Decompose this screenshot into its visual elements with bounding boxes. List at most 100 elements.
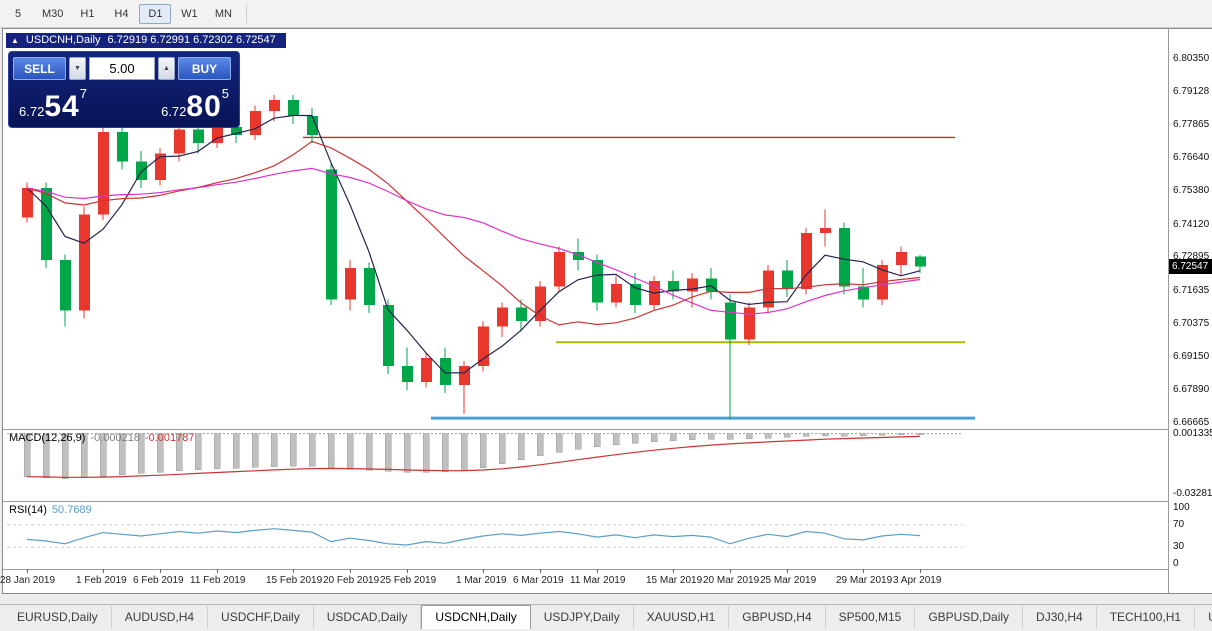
date-tick [730, 569, 731, 573]
rsi-indicator-pane[interactable] [3, 501, 1168, 569]
date-label: 6 Mar 2019 [513, 575, 564, 586]
volume-decrease-button[interactable]: ▼ [69, 57, 86, 80]
candles [22, 94, 926, 420]
price-axis-tick: 6.80350 [1173, 53, 1210, 64]
timeframe-toolbar: 5 M30 H1 H4 D1 W1 MN [0, 0, 1212, 28]
price-axis-tick: 6.70375 [1173, 318, 1210, 330]
date-label: 6 Feb 2019 [133, 575, 184, 586]
price-axis-tick: 6.72895 [1173, 251, 1210, 263]
pane-separator[interactable] [3, 501, 1211, 502]
buy-button[interactable]: BUY [178, 57, 231, 80]
chart-title-bar: ▲ USDCNH,Daily 6.72919 6.72991 6.72302 6… [6, 33, 286, 48]
volume-input[interactable] [89, 57, 155, 80]
timeframe-button-d1[interactable]: D1 [139, 3, 172, 24]
date-tick [293, 569, 294, 573]
pane-separator [3, 569, 1211, 570]
chart-tab-usdchf-daily[interactable]: USDCHF,Daily [208, 606, 314, 629]
timeframe-button-w1[interactable]: W1 [181, 7, 198, 20]
price-axis-tick: 6.75380 [1173, 185, 1210, 197]
chart-tab-usdcad-daily[interactable]: USDCAD,Daily [314, 606, 422, 629]
timeframe-button-m30[interactable]: M30 [42, 7, 64, 20]
date-tick [350, 569, 351, 573]
date-tick [217, 569, 218, 573]
chart-symbol-label: USDCNH,Daily [25, 34, 101, 46]
macd-label: MACD(12,26,9) -0.000218 -0.001787 [9, 432, 195, 444]
chart-tab-sp500-m15[interactable]: SP500,M15 [826, 606, 916, 629]
date-tick [920, 569, 921, 573]
date-tick [863, 569, 864, 573]
timeframe-button-h1[interactable]: H1 [80, 7, 95, 20]
date-label: 1 Feb 2019 [76, 575, 127, 586]
chart-tab-gbpusd-daily[interactable]: GBPUSD,Daily [915, 606, 1024, 629]
date-label: 3 Apr 2019 [893, 575, 942, 586]
timeframe-button-5[interactable]: 5 [14, 7, 22, 20]
chart-tab-eurusd-daily[interactable]: EURUSD,Daily [4, 606, 112, 629]
macd-main-value: -0.000218 [90, 432, 140, 444]
toolbar-separator [246, 4, 248, 23]
price-axis[interactable]: 6.72547 6.80350 6.79128 6.77865 6.76640 6.75… [1168, 29, 1212, 593]
date-label: 11 Feb 2019 [190, 575, 246, 586]
price-axis-tick: 6.69150 [1173, 350, 1210, 362]
one-click-trading-panel: SELL ▼ ▲ BUY 6.72547 6.72805 [8, 51, 240, 128]
chart-window[interactable]: ▲ USDCNH,Daily 6.72919 6.72991 6.72302 6… [0, 28, 1212, 594]
macd-axis-tick: -0.032812 [1173, 488, 1212, 499]
chart-tab-gbpusd-h4[interactable]: GBPUSD,H4 [729, 606, 826, 629]
macd-signal-line [26, 435, 921, 478]
macd-histogram [23, 433, 924, 479]
buy-price: 6.72805 [161, 86, 229, 123]
date-label: 29 Mar 2019 [836, 575, 893, 586]
date-label: 1 Mar 2019 [456, 575, 507, 586]
rsi-axis-tick: 70 [1173, 518, 1185, 530]
date-tick [407, 569, 408, 573]
date-tick [160, 569, 161, 573]
date-label: 15 Mar 2019 [646, 575, 703, 586]
chart-tab-dj30-h4[interactable]: DJ30,H4 [1023, 606, 1097, 629]
chart-tab-ukc[interactable]: UKC [1195, 606, 1212, 629]
main-price-chart[interactable] [3, 29, 1168, 429]
rsi-line [26, 528, 921, 546]
chart-tab-bar: EURUSD,Daily AUDUSD,H4 USDCHF,Daily USDCAD,… [0, 604, 1212, 631]
sell-button[interactable]: SELL [13, 57, 66, 80]
current-price-tag: 6.72547 [1169, 258, 1212, 274]
date-label: 28 Jan 2019 [0, 575, 56, 586]
rsi-axis-tick: 100 [1173, 502, 1190, 513]
date-tick [787, 569, 788, 573]
price-axis-tick: 6.76640 [1173, 151, 1210, 163]
chart-tab-usdjpy-daily[interactable]: USDJPY,Daily [531, 606, 634, 629]
rsi-axis-tick: 30 [1173, 541, 1185, 553]
price-axis-tick: 6.74120 [1173, 218, 1210, 230]
price-axis-tick: 6.67890 [1173, 384, 1210, 396]
rsi-axis-tick: 0 [1173, 558, 1179, 569]
date-tick [27, 569, 28, 573]
price-axis-tick: 6.66665 [1173, 417, 1210, 428]
price-axis-tick: 6.77865 [1173, 119, 1210, 131]
date-tick [103, 569, 104, 573]
date-tick [673, 569, 674, 573]
moving-average-line [26, 140, 921, 326]
timeframe-button-h4[interactable]: H4 [114, 7, 129, 20]
macd-indicator-pane[interactable] [3, 429, 1168, 501]
date-tick [597, 569, 598, 573]
pane-separator[interactable] [3, 429, 1211, 430]
chart-tab-audusd-h4[interactable]: AUDUSD,H4 [112, 606, 209, 629]
timeframe-button-mn[interactable]: MN [214, 7, 232, 20]
chart-ohlc-values: 6.72919 6.72991 6.72302 6.72547 [107, 34, 276, 46]
collapse-icon[interactable]: ▲ [11, 35, 19, 45]
volume-increase-button[interactable]: ▲ [158, 57, 175, 80]
macd-axis-tick: 0.001335 [1173, 428, 1212, 439]
price-axis-tick: 6.71635 [1173, 284, 1210, 296]
chart-tab-tech100-h1[interactable]: TECH100,H1 [1097, 606, 1196, 629]
date-tick [483, 569, 484, 573]
moving-average-line [26, 167, 921, 315]
date-tick [540, 569, 541, 573]
price-axis-tick: 6.79128 [1173, 85, 1210, 97]
date-label: 15 Feb 2019 [266, 575, 323, 586]
moving-average-line [26, 114, 921, 374]
rsi-value: 50.7689 [51, 504, 92, 516]
date-label: 25 Feb 2019 [380, 575, 437, 586]
date-label: 20 Feb 2019 [323, 575, 380, 586]
date-label: 20 Mar 2019 [703, 575, 760, 586]
macd-signal-value: -0.001787 [144, 432, 195, 444]
chart-tab-usdcnh-daily[interactable]: USDCNH,Daily [421, 605, 531, 629]
chart-tab-xauusd-h1[interactable]: XAUUSD,H1 [634, 606, 730, 629]
